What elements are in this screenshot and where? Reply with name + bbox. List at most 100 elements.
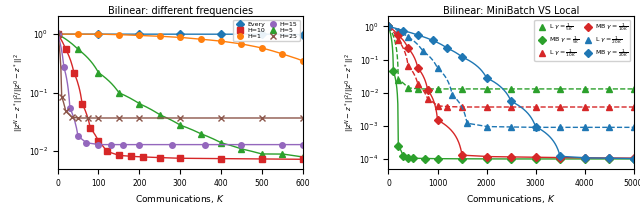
Y-axis label: $||z^N - z^*||^2 / ||z^0 - z^*||^2$: $||z^N - z^*||^2 / ||z^0 - z^*||^2$ xyxy=(344,53,356,132)
Line: H=5: H=5 xyxy=(55,31,305,160)
H=1 xyxy=(95,33,102,35)
H=15 xyxy=(119,143,127,146)
L $\gamma = \frac{1}{5K}$ xyxy=(458,88,466,90)
H=15 xyxy=(74,135,82,138)
MB $\gamma = \frac{1}{5K}$ xyxy=(390,70,397,72)
Y-axis label: $||z^N - z^*||^2 / ||z^0 - z^*||^2$: $||z^N - z^*||^2 / ||z^0 - z^*||^2$ xyxy=(13,53,26,132)
MB $\gamma = \frac{1}{5K}$ xyxy=(409,157,417,159)
Line: H=15: H=15 xyxy=(55,31,305,147)
H=5 xyxy=(278,153,286,155)
MB $\gamma = \frac{1}{10K}$ xyxy=(394,34,402,36)
H=15 xyxy=(201,143,209,146)
H=10 xyxy=(70,71,78,74)
MB $\gamma = \frac{1}{10K}$ xyxy=(434,119,442,121)
H=15 xyxy=(278,143,286,146)
H=5 xyxy=(74,48,82,50)
Line: L $\gamma = \frac{1}{20K}$: L $\gamma = \frac{1}{20K}$ xyxy=(386,24,636,130)
L $\gamma = \frac{1}{20K}$ xyxy=(434,67,442,69)
MB $\gamma = \frac{1}{20K}$ xyxy=(414,34,422,36)
MB $\gamma = \frac{1}{5K}$ xyxy=(399,155,407,158)
Line: L $\gamma = \frac{1}{5K}$: L $\gamma = \frac{1}{5K}$ xyxy=(386,24,636,92)
H=5 xyxy=(115,91,123,94)
L $\gamma = \frac{1}{5K}$ xyxy=(630,88,637,90)
H=25 xyxy=(54,33,61,35)
MB $\gamma = \frac{1}{10K}$ xyxy=(404,47,412,49)
L $\gamma = \frac{1}{5K}$ xyxy=(556,88,564,90)
H=10 xyxy=(62,48,70,50)
MB $\gamma = \frac{1}{5K}$ xyxy=(532,158,540,160)
X-axis label: Communications, $K$: Communications, $K$ xyxy=(135,193,225,205)
MB $\gamma = \frac{1}{5K}$ xyxy=(508,158,515,160)
MB $\gamma = \frac{1}{5K}$ xyxy=(605,158,613,160)
H=5 xyxy=(54,33,61,35)
H=10 xyxy=(54,33,61,35)
L $\gamma = \frac{1}{20K}$ xyxy=(532,126,540,129)
L $\gamma = \frac{1}{5K}$ xyxy=(532,88,540,90)
L $\gamma = \frac{1}{20K}$ xyxy=(630,126,637,129)
L $\gamma = \frac{1}{5K}$ xyxy=(414,88,422,90)
L $\gamma = \frac{1}{20K}$ xyxy=(394,29,402,32)
H=15 xyxy=(60,65,68,68)
H=10 xyxy=(258,158,266,160)
MB $\gamma = \frac{1}{10K}$ xyxy=(458,154,466,156)
H=1 xyxy=(278,53,286,55)
L $\gamma = \frac{1}{10K}$ xyxy=(532,106,540,108)
MB $\gamma = \frac{1}{10K}$ xyxy=(630,157,637,159)
L $\gamma = \frac{1}{5K}$ xyxy=(404,87,412,89)
L $\gamma = \frac{1}{10K}$ xyxy=(385,25,392,28)
MB $\gamma = \frac{1}{20K}$ xyxy=(580,157,588,159)
L $\gamma = \frac{1}{20K}$ xyxy=(463,122,471,124)
MB $\gamma = \frac{1}{5K}$ xyxy=(434,157,442,160)
H=15 xyxy=(107,143,115,146)
H=25 xyxy=(115,117,123,119)
MB $\gamma = \frac{1}{20K}$ xyxy=(508,100,515,103)
X-axis label: Communications, $K$: Communications, $K$ xyxy=(466,193,556,205)
H=10 xyxy=(78,102,86,105)
Legend: L $\gamma = \frac{1}{5K}$, MB $\gamma = \frac{1}{5K}$, L $\gamma = \frac{1}{10K}: L $\gamma = \frac{1}{5K}$, MB $\gamma = … xyxy=(534,20,630,61)
MB $\gamma = \frac{1}{5K}$ xyxy=(394,145,402,147)
H=5 xyxy=(299,156,307,158)
L $\gamma = \frac{1}{10K}$ xyxy=(434,105,442,107)
Legend: Every, H=10, H=1, H=15, H=5, H=25: Every, H=10, H=1, H=15, H=5, H=25 xyxy=(232,20,300,41)
L $\gamma = \frac{1}{20K}$ xyxy=(404,36,412,38)
H=10 xyxy=(156,156,164,159)
Every xyxy=(136,33,143,35)
H=1 xyxy=(176,36,184,39)
H=5 xyxy=(217,142,225,144)
MB $\gamma = \frac{1}{10K}$ xyxy=(532,156,540,159)
MB $\gamma = \frac{1}{10K}$ xyxy=(414,67,422,69)
H=25 xyxy=(84,117,92,119)
H=25 xyxy=(136,117,143,119)
MB $\gamma = \frac{1}{20K}$ xyxy=(458,56,466,58)
H=15 xyxy=(168,143,176,146)
L $\gamma = \frac{1}{5K}$ xyxy=(508,88,515,90)
L $\gamma = \frac{1}{5K}$ xyxy=(605,88,613,90)
H=1 xyxy=(156,35,164,37)
H=10 xyxy=(86,127,94,129)
H=25 xyxy=(95,117,102,119)
L $\gamma = \frac{1}{20K}$ xyxy=(605,126,613,129)
H=15 xyxy=(54,33,61,35)
H=5 xyxy=(95,71,102,74)
L $\gamma = \frac{1}{5K}$ xyxy=(424,88,431,90)
MB $\gamma = \frac{1}{10K}$ xyxy=(508,156,515,158)
H=1 xyxy=(217,40,225,42)
MB $\gamma = \frac{1}{20K}$ xyxy=(532,125,540,128)
Line: MB $\gamma = \frac{1}{5K}$: MB $\gamma = \frac{1}{5K}$ xyxy=(386,24,636,162)
L $\gamma = \frac{1}{5K}$ xyxy=(434,88,442,90)
L $\gamma = \frac{1}{10K}$ xyxy=(605,106,613,108)
Every xyxy=(299,33,307,36)
H=5 xyxy=(258,153,266,155)
MB $\gamma = \frac{1}{5K}$ xyxy=(385,25,392,28)
L $\gamma = \frac{1}{10K}$ xyxy=(458,106,466,108)
L $\gamma = \frac{1}{20K}$ xyxy=(556,126,564,129)
Title: Bilinear: MiniBatch VS Local: Bilinear: MiniBatch VS Local xyxy=(443,6,579,16)
H=1 xyxy=(115,33,123,36)
L $\gamma = \frac{1}{20K}$ xyxy=(508,126,515,128)
MB $\gamma = \frac{1}{10K}$ xyxy=(580,157,588,159)
MB $\gamma = \frac{1}{20K}$ xyxy=(399,29,407,32)
H=25 xyxy=(58,96,65,98)
H=5 xyxy=(176,124,184,126)
L $\gamma = \frac{1}{20K}$ xyxy=(449,94,456,96)
H=25 xyxy=(176,117,184,119)
